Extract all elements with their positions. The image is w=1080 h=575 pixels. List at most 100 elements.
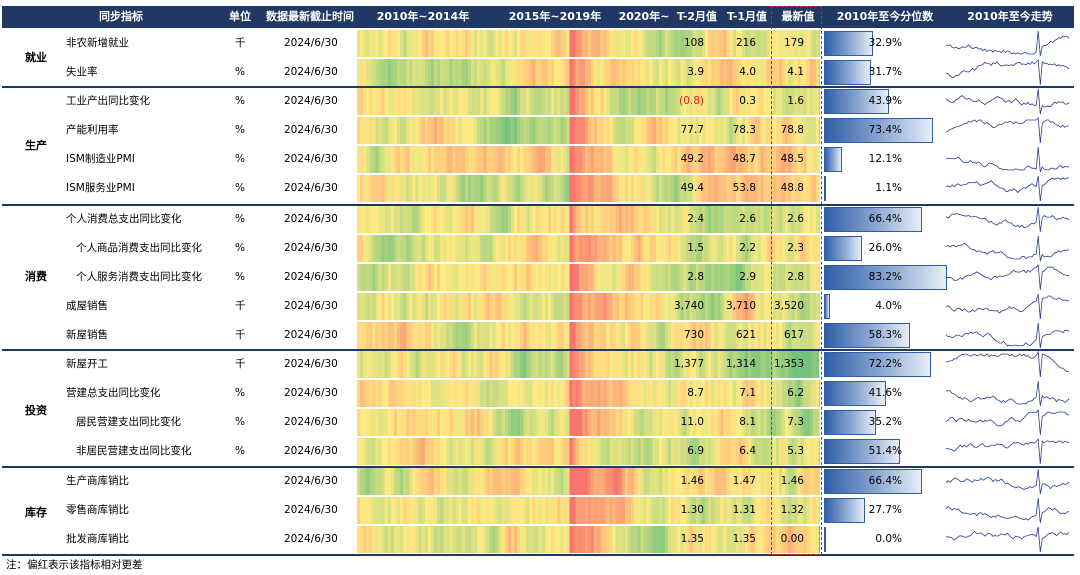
row-t1-value: 0.3	[739, 95, 756, 107]
row-percentile-bar	[824, 294, 830, 319]
row-t2-value: 1.30	[680, 504, 704, 516]
row-percentile-value: 27.7%	[868, 504, 902, 516]
row-trend-sparkline	[946, 437, 1070, 465]
row-latest-value: 0.00	[780, 533, 804, 545]
row-heatmap	[357, 438, 819, 465]
row-heatmap	[357, 497, 819, 524]
row-percentile-bar	[824, 469, 922, 494]
row-latest-value: 4.1	[787, 66, 804, 78]
sector-investment: 投资	[25, 404, 47, 417]
row-percentile-value: 4.0%	[875, 300, 902, 312]
sparkline-path	[946, 117, 1069, 144]
row-indicator-name: 批发商库销比	[66, 533, 129, 545]
row-indicator-name: 零售商库销比	[66, 504, 129, 516]
row-date: 2024/6/30	[284, 153, 338, 165]
row-trend-sparkline	[946, 350, 1070, 378]
row-t2-value: 1,377	[673, 358, 704, 370]
header-period-2: 2015年~2019年	[508, 10, 602, 23]
row-heatmap	[357, 175, 819, 202]
row-latest-value: 617	[783, 329, 804, 341]
row-date: 2024/6/30	[284, 358, 338, 370]
row-t1-value: 78.3	[732, 124, 756, 136]
row-t1-value: 2.2	[739, 242, 756, 254]
row-t1-value: 1.47	[732, 475, 756, 487]
row-t1-value: 2.6	[739, 213, 756, 225]
row-indicator-name: 居民营建支出同比变化	[76, 416, 181, 428]
row-t2-value: 11.0	[680, 416, 704, 428]
header-date: 数据最新截止时间	[266, 10, 354, 23]
row-indicator-name: 个人消费总支出同比变化	[66, 213, 182, 225]
row-percentile-bar	[824, 410, 876, 435]
row-date: 2024/6/30	[284, 242, 338, 254]
row-indicator-name: 失业率	[66, 66, 98, 78]
row-percentile-value: 35.2%	[868, 416, 902, 428]
row-latest-value: 48.5	[780, 153, 804, 165]
row-t1-value: 216	[735, 37, 756, 49]
row-indicator-name: 个人服务消费支出同比变化	[76, 271, 202, 283]
row-heatmap	[357, 206, 819, 233]
row-t2-value: 730	[683, 329, 704, 341]
row-heatmap	[357, 59, 819, 86]
row-t2-value: 8.7	[687, 387, 704, 399]
row-percentile-value: 41.6%	[868, 387, 902, 399]
row-percentile-value: 83.2%	[868, 271, 902, 283]
row-latest-value: 48.8	[780, 182, 804, 194]
sparkline-path	[946, 468, 1070, 495]
header-indicator: 同步指标	[99, 10, 143, 23]
row-percentile-value: 12.1%	[868, 153, 902, 165]
row-percentile-bar	[824, 176, 826, 201]
row-percentile-bar	[824, 439, 900, 464]
row-latest-value: 78.8	[780, 124, 804, 136]
row-percentile-value: 58.3%	[868, 329, 902, 341]
row-indicator-name: ISM制造业PMI	[66, 153, 135, 165]
row-indicator-name: 生产商库销比	[66, 475, 129, 487]
row-percentile-value: 32.9%	[868, 37, 902, 49]
header-latest: 最新值	[781, 10, 815, 23]
row-unit: %	[235, 182, 245, 194]
row-percentile-value: 73.4%	[868, 124, 902, 136]
row-unit: %	[235, 124, 245, 136]
row-trend-sparkline	[946, 88, 1070, 115]
row-unit: %	[235, 445, 245, 457]
row-heatmap	[357, 293, 819, 320]
row-trend-sparkline	[946, 146, 1070, 173]
header-unit: 单位	[229, 10, 251, 23]
row-percentile-value: 43.9%	[868, 95, 902, 107]
row-percentile-value: 31.7%	[868, 66, 902, 78]
row-t1-value: 2.9	[739, 271, 756, 283]
sparkline-path	[946, 88, 1070, 115]
row-t1-value: 7.1	[739, 387, 756, 399]
footnote: 注：偏红表示该指标相对更差	[6, 559, 143, 571]
row-heatmap	[357, 468, 819, 495]
sparkline-path	[946, 408, 1070, 436]
row-indicator-name: 新屋销售	[66, 329, 108, 341]
row-date: 2024/6/30	[284, 445, 338, 457]
row-indicator-name: 非居民营建支出同比变化	[76, 445, 192, 457]
row-unit: %	[235, 416, 245, 428]
row-heatmap	[357, 117, 819, 144]
row-heatmap	[357, 322, 819, 349]
header-period-1: 2010年~2014年	[376, 10, 470, 23]
sector-consumption: 消费	[25, 270, 47, 283]
row-heatmap	[357, 351, 819, 378]
row-t2-value: 108	[683, 37, 704, 49]
sparkline-path	[946, 350, 1070, 378]
row-unit: 千	[235, 329, 246, 341]
row-unit: 千	[235, 37, 246, 49]
row-t1-value: 621	[735, 329, 756, 341]
row-heatmap	[357, 526, 819, 553]
row-trend-sparkline	[946, 526, 1070, 553]
row-heatmap	[357, 264, 819, 291]
sparkline-path	[946, 497, 1070, 524]
row-unit: %	[235, 153, 245, 165]
section-divider	[2, 466, 1074, 468]
row-indicator-name: 个人商品消费支出同比变化	[76, 242, 202, 254]
row-percentile-bar	[824, 527, 826, 552]
row-t2-value: 49.2	[680, 153, 704, 165]
row-percentile-bar	[824, 60, 871, 85]
row-percentile-bar	[824, 498, 865, 523]
row-indicator-name: 产能利用率	[66, 124, 119, 136]
row-percentile-value: 1.1%	[875, 182, 902, 194]
row-t1-value: 8.1	[739, 416, 756, 428]
row-t1-value: 1,314	[725, 358, 756, 370]
